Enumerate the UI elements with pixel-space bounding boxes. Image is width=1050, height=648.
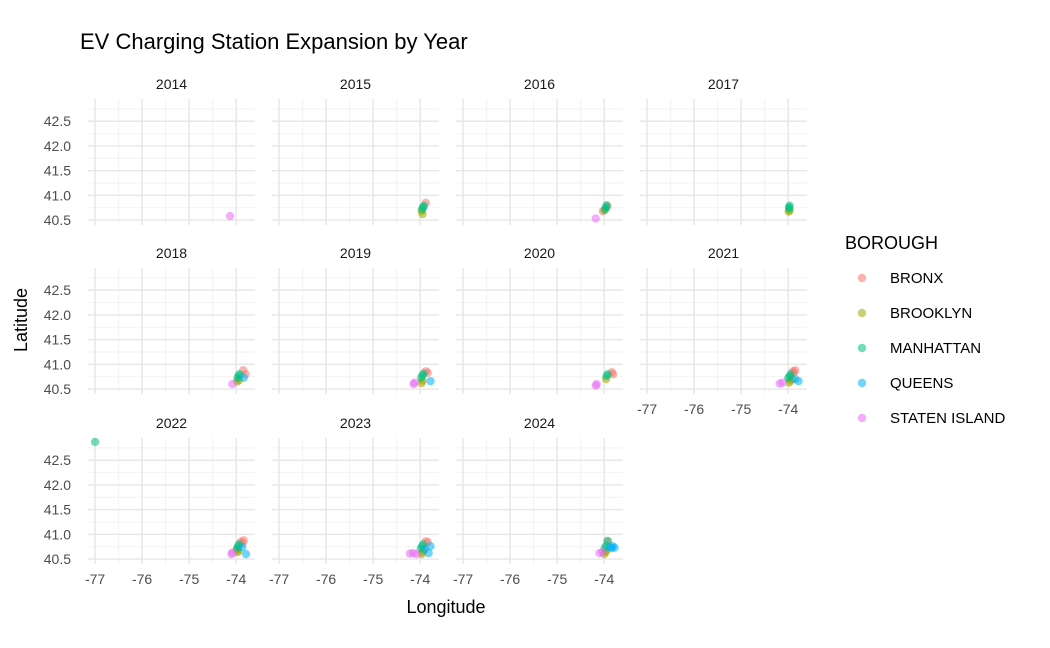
legend: BOROUGH BRONX BROOKLYN MANHATTAN QUEENS STAT… bbox=[845, 233, 1005, 427]
legend-key bbox=[857, 413, 867, 423]
y-tick-label: 42.0 bbox=[44, 138, 71, 154]
facet-panel-2021: 2021 bbox=[640, 245, 807, 394]
x-axis-title: Longitude bbox=[406, 597, 485, 617]
legend-label: BROOKLYN bbox=[890, 305, 972, 322]
data-point bbox=[239, 373, 248, 382]
y-tick-label: 42.5 bbox=[44, 452, 71, 468]
y-tick-label: 41.0 bbox=[44, 356, 71, 372]
facet-label: 2014 bbox=[156, 76, 187, 92]
data-point bbox=[602, 201, 611, 210]
legend-key bbox=[857, 308, 867, 318]
x-tick-label: -77 bbox=[85, 571, 105, 587]
y-tick-label: 40.5 bbox=[44, 381, 71, 397]
facet-label: 2022 bbox=[156, 415, 187, 431]
facet-panels: 2014 2015 2016 2017 2018 2019 2020 2021 2022 2023… bbox=[88, 76, 807, 564]
data-point bbox=[228, 379, 237, 389]
facet-panel-2019: 2019 bbox=[272, 245, 439, 394]
data-point bbox=[241, 549, 251, 559]
facet-panel-2020: 2020 bbox=[456, 245, 623, 394]
x-tick-label: -76 bbox=[132, 571, 152, 587]
y-axis-ticks: 40.5 41.0 41.5 42.0 42.5 40.5 41.0 41.5 42.0 42.5… bbox=[44, 113, 71, 567]
data-point bbox=[592, 379, 601, 389]
facet-panel-2016: 2016 bbox=[456, 76, 623, 225]
x-tick-label: -77 bbox=[269, 571, 289, 587]
data-point bbox=[603, 536, 612, 545]
facet-label: 2015 bbox=[340, 76, 371, 92]
facet-label: 2021 bbox=[708, 245, 739, 261]
data-point bbox=[598, 547, 607, 557]
x-tick-label: -74 bbox=[594, 571, 614, 587]
legend-label: BRONX bbox=[890, 270, 943, 287]
facet-label: 2018 bbox=[156, 245, 187, 261]
data-point bbox=[228, 548, 237, 557]
data-point bbox=[225, 211, 235, 221]
legend-label: QUEENS bbox=[890, 375, 953, 392]
data-point bbox=[794, 376, 803, 386]
data-point bbox=[424, 548, 433, 558]
x-tick-label: -74 bbox=[410, 571, 430, 587]
facet-panel-2014: 2014 bbox=[88, 76, 255, 225]
y-axis-title: Latitude bbox=[11, 288, 31, 352]
y-tick-label: 42.0 bbox=[44, 307, 71, 323]
legend-key bbox=[857, 343, 867, 353]
facet-panel-2018: 2018 bbox=[88, 245, 255, 394]
data-point bbox=[603, 370, 612, 379]
facet-label: 2020 bbox=[524, 245, 555, 261]
x-tick-label: -75 bbox=[547, 571, 567, 587]
data-point bbox=[591, 214, 600, 223]
y-tick-label: 41.0 bbox=[44, 187, 71, 203]
y-tick-label: 41.5 bbox=[44, 332, 71, 348]
legend-label: STATEN ISLAND bbox=[890, 410, 1005, 427]
x-tick-label: -77 bbox=[453, 571, 473, 587]
x-tick-label: -76 bbox=[500, 571, 520, 587]
facet-panel-2017: 2017 bbox=[640, 76, 807, 225]
facet-panel-2022: 2022 bbox=[88, 415, 255, 564]
data-point bbox=[426, 542, 435, 551]
x-tick-label: -74 bbox=[778, 401, 798, 417]
data-point bbox=[238, 543, 247, 552]
data-point bbox=[426, 376, 435, 386]
legend-key bbox=[857, 273, 867, 283]
facet-label: 2024 bbox=[524, 415, 555, 431]
data-point bbox=[785, 201, 794, 210]
facet-label: 2019 bbox=[340, 245, 371, 261]
y-tick-label: 41.5 bbox=[44, 502, 71, 518]
y-tick-label: 42.5 bbox=[44, 282, 71, 298]
x-tick-label: -74 bbox=[226, 571, 246, 587]
x-tick-label: -77 bbox=[637, 401, 657, 417]
y-tick-label: 40.5 bbox=[44, 551, 71, 567]
legend-title: BOROUGH bbox=[845, 233, 938, 253]
facet-label: 2017 bbox=[708, 76, 739, 92]
facet-panel-2024: 2024 bbox=[456, 415, 623, 564]
x-axis-ticks: -77 -76 -75 -74 -77 -76 -75 -74 -77 -76 -75 -74 -77 -… bbox=[85, 401, 799, 587]
data-point bbox=[90, 437, 100, 447]
data-point bbox=[608, 542, 617, 551]
legend-label: MANHATTAN bbox=[890, 340, 981, 357]
chart-title: EV Charging Station Expansion by Year bbox=[80, 29, 468, 54]
y-tick-label: 42.5 bbox=[44, 113, 71, 129]
data-point bbox=[410, 378, 419, 387]
y-tick-label: 42.0 bbox=[44, 477, 71, 493]
facet-label: 2023 bbox=[340, 415, 371, 431]
x-tick-label: -75 bbox=[179, 571, 199, 587]
data-point bbox=[778, 378, 787, 387]
data-point bbox=[412, 549, 421, 559]
data-point bbox=[419, 201, 429, 210]
facet-panel-2023: 2023 bbox=[272, 415, 439, 564]
x-tick-label: -76 bbox=[316, 571, 336, 587]
y-tick-label: 41.0 bbox=[44, 526, 71, 542]
x-tick-label: -76 bbox=[684, 401, 704, 417]
data-point bbox=[419, 369, 428, 378]
legend-key bbox=[857, 378, 867, 388]
facet-panel-2015: 2015 bbox=[272, 76, 439, 225]
x-tick-label: -75 bbox=[363, 571, 383, 587]
x-tick-label: -75 bbox=[731, 401, 751, 417]
y-tick-label: 41.5 bbox=[44, 163, 71, 179]
y-tick-label: 40.5 bbox=[44, 212, 71, 228]
facet-label: 2016 bbox=[524, 76, 555, 92]
